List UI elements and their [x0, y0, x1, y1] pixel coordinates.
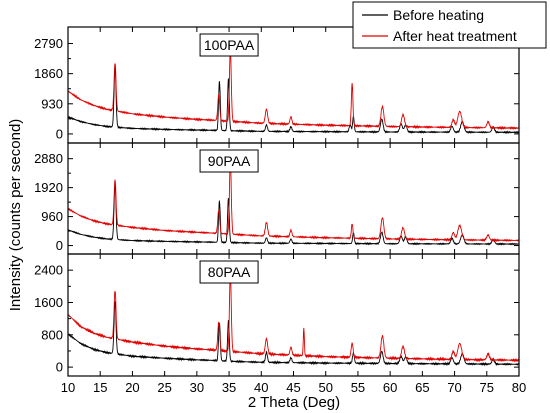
y-tick-label: 800 [41, 327, 63, 342]
series-before-heating-line [68, 67, 519, 135]
legend-box [352, 1, 547, 49]
legend-entry-label: Before heating [393, 7, 484, 23]
y-tick-label: 1600 [34, 295, 63, 310]
panel-label-box [199, 33, 259, 57]
series-after-heat-treatment-line [68, 48, 519, 131]
x-tick-label: 55 [351, 380, 365, 395]
y-tick-label: 1860 [34, 66, 63, 81]
series-after-heat-treatment-line [68, 272, 519, 363]
y-tick-label: 930 [41, 96, 63, 111]
y-tick-label: 1920 [34, 180, 63, 195]
x-tick-label: 60 [383, 380, 397, 395]
panel-80PAA: 0 800 1600 2400 80PAA [34, 253, 520, 377]
x-tick-label: 50 [318, 380, 332, 395]
x-tick-label: 70 [447, 380, 461, 395]
panel-label-box [199, 149, 259, 173]
series-after-heat-treatment-line [68, 160, 519, 243]
y-tick-label: 0 [56, 360, 63, 375]
series-before-heating-line [68, 183, 519, 246]
panel-label: 90PAA [208, 153, 251, 169]
series-before-heating-line [68, 301, 519, 367]
x-tick-label: 75 [480, 380, 494, 395]
y-axis-title: Intensity (counts per second) [7, 119, 24, 312]
panel-frame [67, 253, 520, 377]
panel-90PAA: 0 960 1920 2880 90PAA [34, 142, 520, 255]
x-tick-label: 80 [512, 380, 526, 395]
legend-entry-label: After heat treatment [393, 28, 517, 44]
panel-label-box [199, 260, 259, 284]
y-tick-label: 2880 [34, 151, 63, 166]
chart-panels: 0 930 1860 2790 100PAA 0 960 1920 2880 90PAA 0 800 1… [34, 26, 520, 377]
x-tick-label: 35 [222, 380, 236, 395]
x-tick-label: 10 [61, 380, 75, 395]
y-tick-label: 960 [41, 209, 63, 224]
x-tick-label: 65 [415, 380, 429, 395]
x-tick-label: 40 [254, 380, 268, 395]
x-tick-label: 25 [157, 380, 171, 395]
panel-label: 100PAA [204, 37, 255, 53]
y-tick-label: 0 [56, 126, 63, 141]
x-tick-label: 15 [93, 380, 107, 395]
x-axis: 10 15 20 25 30 35 40 45 50 55 60 65 70 75 80 [61, 380, 526, 395]
panel-label: 80PAA [208, 264, 251, 280]
y-tick-label: 2790 [34, 36, 63, 51]
y-tick-label: 2400 [34, 263, 63, 278]
x-tick-label: 30 [190, 380, 204, 395]
x-tick-label: 20 [125, 380, 139, 395]
legend: Before heating After heat treatment [352, 1, 547, 49]
x-axis-title: 2 Theta (Deg) [248, 394, 340, 411]
x-tick-label: 45 [286, 380, 300, 395]
y-tick-label: 0 [56, 238, 63, 253]
